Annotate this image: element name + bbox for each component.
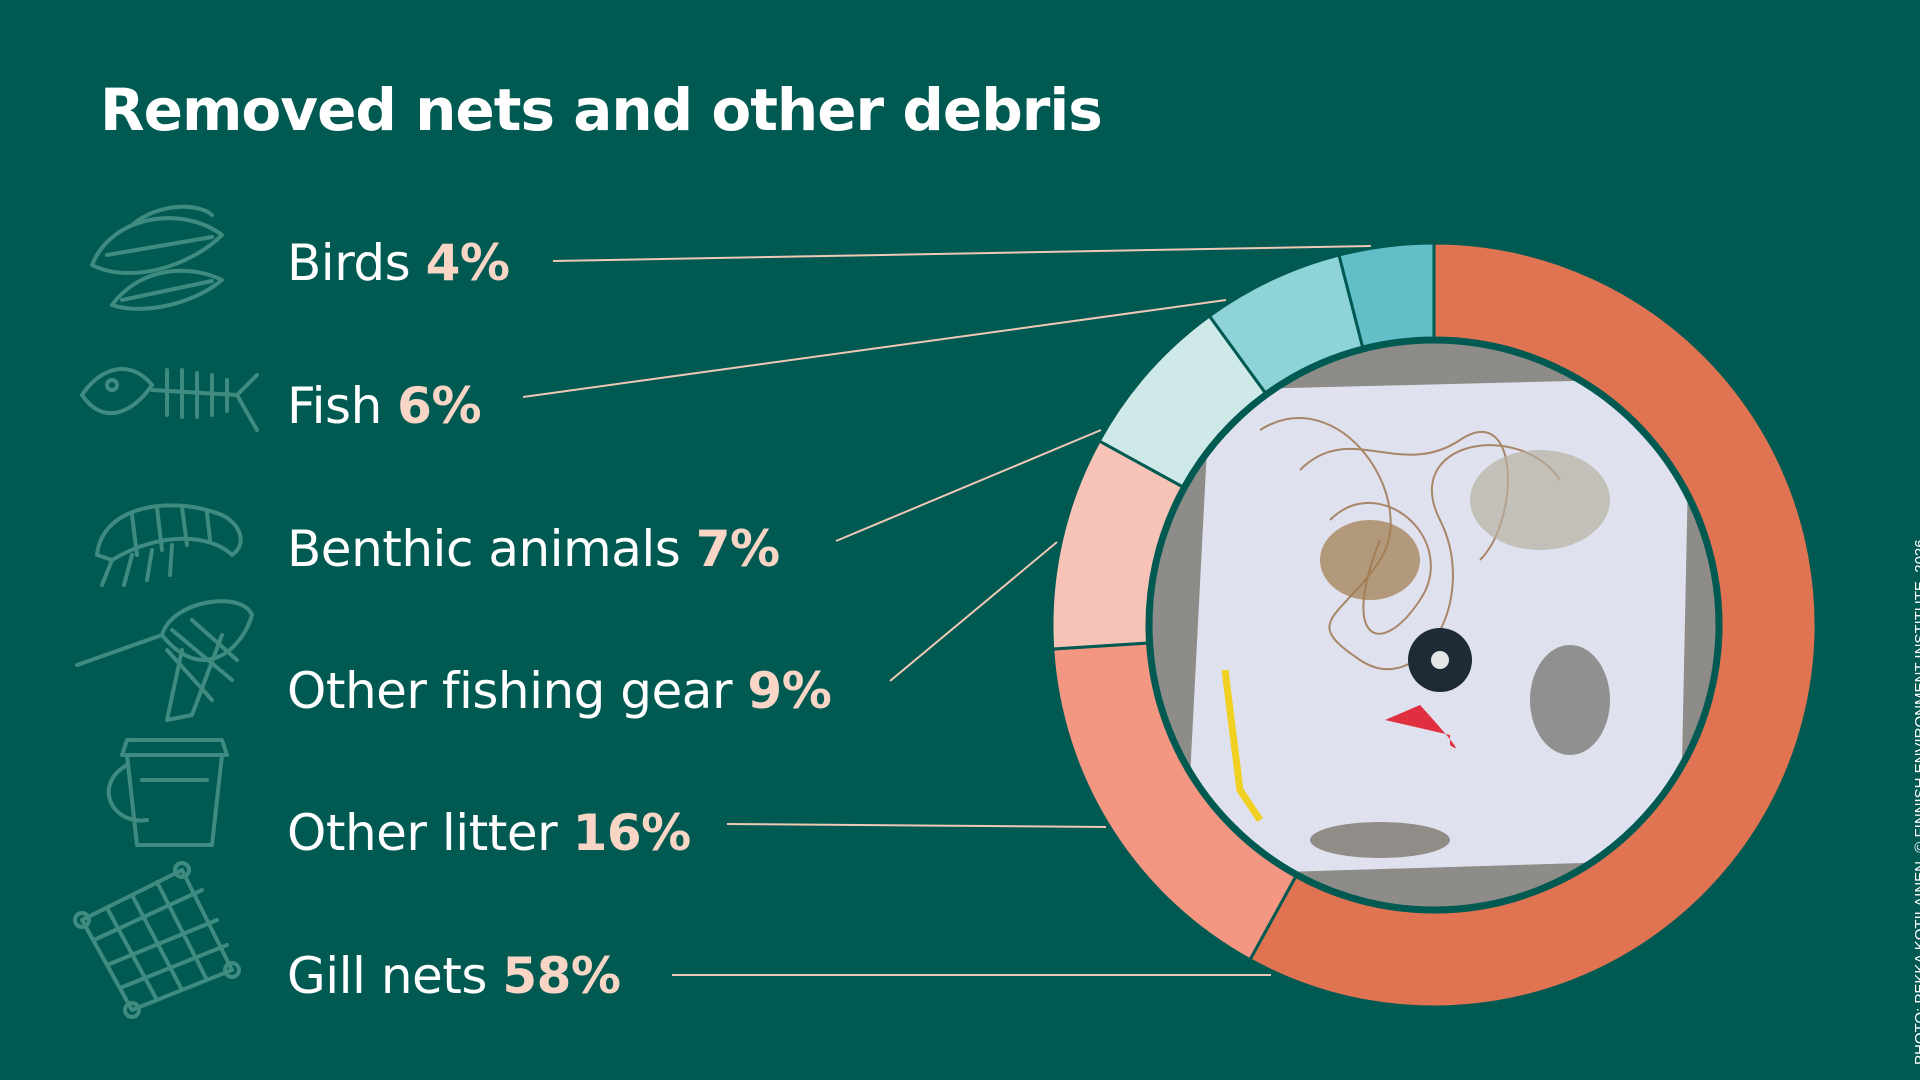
- label-gill-nets: Gill nets 58%: [287, 947, 621, 1005]
- leader-line: [835, 429, 1102, 542]
- label-percent: 16%: [572, 804, 692, 862]
- leader-line: [889, 541, 1058, 682]
- label-name: Benthic animals: [287, 520, 696, 578]
- label-percent: 6%: [397, 377, 482, 435]
- label-other-litter: Other litter 16%: [287, 804, 691, 862]
- label-name: Fish: [287, 377, 398, 435]
- leader-line: [726, 823, 1107, 828]
- label-fish: Fish 6%: [287, 377, 482, 435]
- fish-skeleton-icon: [72, 335, 262, 475]
- leader-line: [552, 245, 1372, 262]
- feather-icon: [72, 195, 262, 335]
- label-percent: 9%: [747, 662, 832, 720]
- shrimp-icon: [72, 475, 262, 615]
- label-percent: 58%: [502, 947, 621, 1005]
- leader-line: [522, 299, 1227, 398]
- photo-credit: PHOTO: PEKKA KOTILAINEN. © FINNISH ENVIR…: [1912, 535, 1920, 1065]
- slice-birds: [1337, 241, 1436, 349]
- label-other-fishing-gear: Other fishing gear 9%: [287, 662, 832, 720]
- chart-title: Removed nets and other debris: [100, 76, 1103, 144]
- slice-gill-nets: [1247, 241, 1818, 1009]
- label-percent: 4%: [425, 234, 510, 292]
- label-name: Other fishing gear: [287, 662, 748, 720]
- label-benthic-animals: Benthic animals 7%: [287, 520, 780, 578]
- landing-net-icon: [72, 590, 262, 730]
- bucket-icon: [72, 725, 262, 865]
- label-name: Birds: [287, 234, 426, 292]
- gill-net-icon: [72, 860, 262, 1019]
- label-name: Gill nets: [287, 947, 503, 1005]
- center-photo: [1152, 343, 1716, 907]
- label-percent: 7%: [695, 520, 780, 578]
- label-name: Other litter: [287, 804, 573, 862]
- label-birds: Birds 4%: [287, 234, 510, 292]
